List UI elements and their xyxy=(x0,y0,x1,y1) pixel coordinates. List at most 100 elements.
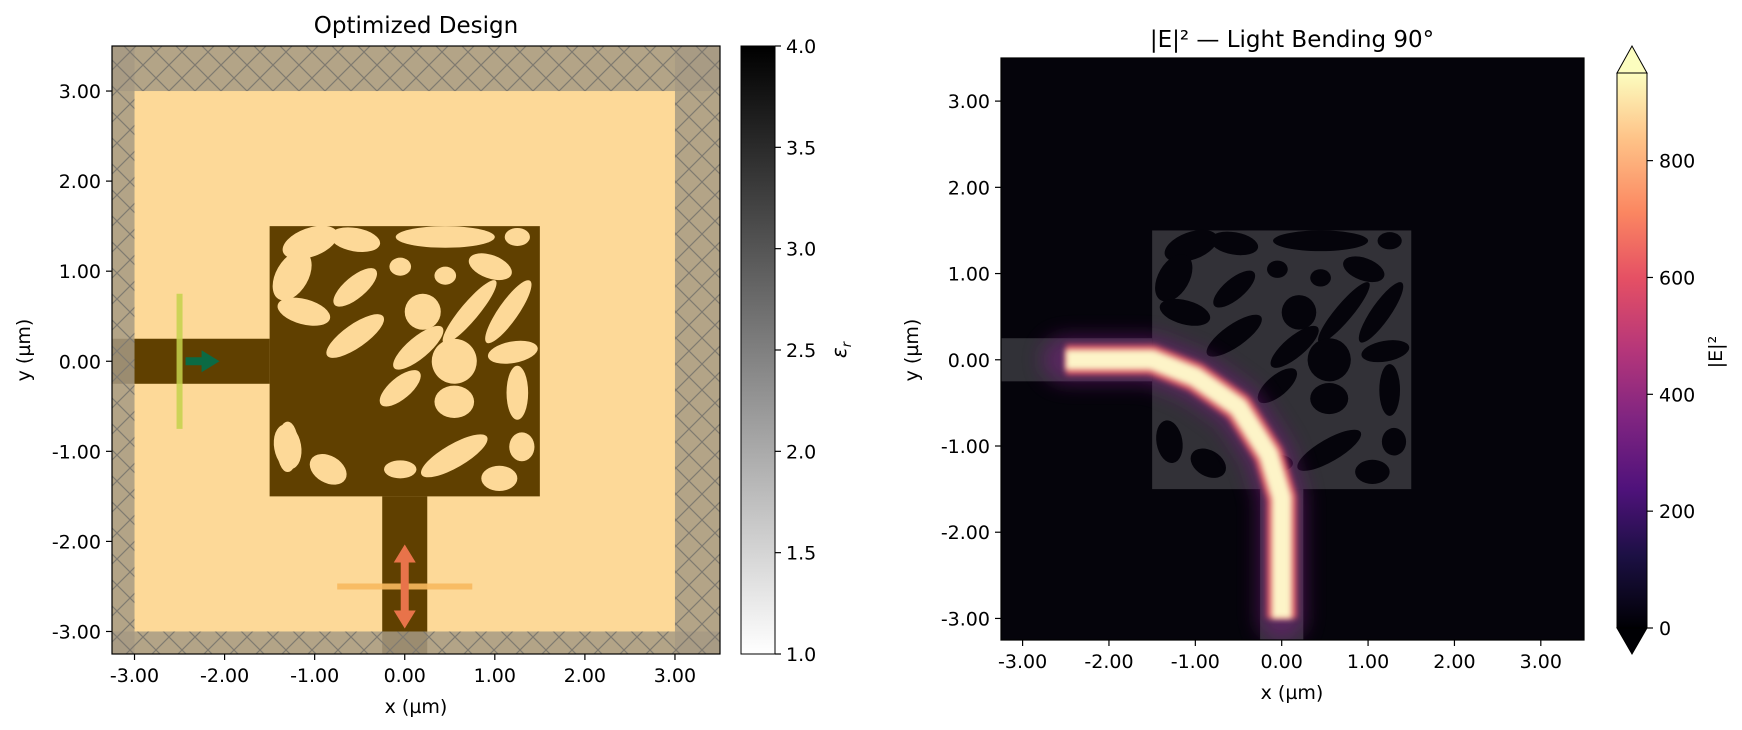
design-hole xyxy=(404,293,441,330)
design-hole xyxy=(1343,256,1385,283)
field-plot-xtick-label: 3.00 xyxy=(1520,651,1562,673)
field-plot-ylabel: y (µm) xyxy=(901,319,923,382)
design-hole xyxy=(1257,368,1298,404)
design-plot-axes: -3.00 -2.00 -1.00 0.00 1.00 2.00 3.00 -3.00 -2.0… xyxy=(52,81,696,687)
design-hole xyxy=(1318,282,1370,343)
source-and-monitor xyxy=(176,293,473,629)
design-hole xyxy=(276,421,299,473)
design-plot-ytick-label: -3.00 xyxy=(52,621,101,643)
design-hole xyxy=(277,297,331,326)
intensity-colorbar-tick-label: 400 xyxy=(1659,384,1695,406)
design-plot-xlabel: x (µm) xyxy=(385,696,448,718)
design-hole xyxy=(330,227,381,252)
design-hole xyxy=(326,314,385,358)
design-hole xyxy=(1206,314,1262,357)
permittivity-colorbar: 1.0 1.5 2.0 2.5 3.0 3.5 4.0 εr xyxy=(740,36,855,666)
intensity-colorbar-label: |E|² xyxy=(1705,336,1727,368)
pml-hatch xyxy=(112,631,720,654)
field-plot-area xyxy=(1001,58,1584,640)
intensity-colorbar-tick-label: 200 xyxy=(1659,501,1695,523)
design-hole xyxy=(1355,459,1390,484)
design-hole xyxy=(309,454,347,485)
design-hole xyxy=(1377,232,1402,250)
field-plot: |E|² — Light Bending 90° -3.00 -2.00 -1.00… xyxy=(901,27,1727,704)
design-plot-ytick-label: -2.00 xyxy=(52,531,101,553)
permittivity-colorbar-gradient xyxy=(740,45,776,655)
design-structures xyxy=(112,225,540,654)
field-plot-title: |E|² — Light Bending 90° xyxy=(1150,27,1434,53)
design-hole xyxy=(485,280,532,344)
design-hole xyxy=(1310,383,1349,415)
design-plot: Optimized Design -3.00 -2.00 -1.00 0.00 1.00… xyxy=(13,13,855,718)
field-plot-xtick-label: -2.00 xyxy=(1084,651,1133,673)
field-plot-frame xyxy=(1000,57,1585,641)
field-plot-ytick-label: 1.00 xyxy=(948,264,990,286)
design-hole xyxy=(379,370,421,407)
design-hole xyxy=(509,432,535,462)
field-plot-xtick-label: -3.00 xyxy=(998,651,1047,673)
design-plot-xtick-label: 2.00 xyxy=(564,665,606,687)
design-hole xyxy=(1155,254,1193,302)
field-plot-xlabel: x (µm) xyxy=(1261,682,1324,704)
design-plot-ytick-label: 0.00 xyxy=(59,351,101,373)
design-region xyxy=(1152,229,1412,490)
design-hole xyxy=(1297,429,1362,471)
design-plot-ytick-label: 1.00 xyxy=(59,261,101,283)
design-plot-title: Optimized Design xyxy=(314,13,518,39)
design-plot-xtick-label: 0.00 xyxy=(384,665,426,687)
design-hole xyxy=(1164,229,1218,263)
field-plot-xtick-label: -1.00 xyxy=(1171,651,1220,673)
design-hole xyxy=(1213,270,1256,308)
design-plot-ytick-label: 3.00 xyxy=(59,81,101,103)
intensity-colorbar-tick-label: 600 xyxy=(1659,267,1695,289)
field-plot-ytick-label: -2.00 xyxy=(941,522,990,544)
design-hole xyxy=(389,257,412,276)
field-plot-ytick-label: -1.00 xyxy=(941,436,990,458)
design-plot-area xyxy=(112,46,720,654)
design-hole xyxy=(1190,448,1226,478)
design-hole xyxy=(1281,295,1317,330)
design-plot-frame xyxy=(111,45,721,655)
pml-hatch xyxy=(112,46,135,654)
design-hole xyxy=(431,338,477,384)
permittivity-colorbar-label: εr xyxy=(827,340,855,358)
design-hole xyxy=(506,365,529,420)
field-plot-ytick-label: 2.00 xyxy=(948,177,990,199)
design-hole xyxy=(1210,231,1259,256)
design-hole xyxy=(420,434,488,478)
design-hole xyxy=(1156,420,1183,464)
permittivity-colorbar-tick-label: 2.0 xyxy=(786,441,816,463)
permittivity-colorbar-ticks: 1.0 1.5 2.0 2.5 3.0 3.5 4.0 xyxy=(775,36,816,666)
design-hole xyxy=(434,385,475,419)
design-hole xyxy=(442,280,497,344)
design-hole xyxy=(1361,340,1410,363)
design-plot-ytick-label: 2.00 xyxy=(59,171,101,193)
permittivity-colorbar-tick-label: 2.5 xyxy=(786,340,816,362)
design-hole xyxy=(333,268,378,307)
colorbar-extend-max xyxy=(1616,44,1648,74)
design-hole xyxy=(282,225,338,260)
design-hole xyxy=(1273,230,1369,252)
monitor-direction-arrow xyxy=(393,544,416,629)
design-hole xyxy=(434,266,457,285)
field-plot-ytick-label: 3.00 xyxy=(948,91,990,113)
permittivity-colorbar-tick-label: 3.0 xyxy=(786,239,816,261)
design-plot-xtick-label: -2.00 xyxy=(200,665,249,687)
design-hole xyxy=(1310,269,1331,287)
design-plot-xtick-label: 1.00 xyxy=(474,665,516,687)
intensity-colorbar-tick-label: 800 xyxy=(1659,151,1695,173)
source-direction-arrow xyxy=(185,350,220,373)
field-intensity xyxy=(1042,336,1305,640)
design-hole xyxy=(395,226,495,248)
intensity-colorbar: 0 200 400 600 800 |E|² xyxy=(1616,44,1727,656)
design-plot-ylabel: y (µm) xyxy=(13,319,35,382)
field-plot-xtick-label: 2.00 xyxy=(1433,651,1475,673)
field-plot-ytick-label: 0.00 xyxy=(948,350,990,372)
design-plot-xtick-label: 3.00 xyxy=(654,665,696,687)
field-plot-xtick-label: 0.00 xyxy=(1261,651,1303,673)
field-plot-xtick-label: 1.00 xyxy=(1347,651,1389,673)
design-hole xyxy=(1358,282,1404,343)
pml-hatch xyxy=(674,46,720,654)
design-plot-ytick-label: -1.00 xyxy=(52,441,101,463)
